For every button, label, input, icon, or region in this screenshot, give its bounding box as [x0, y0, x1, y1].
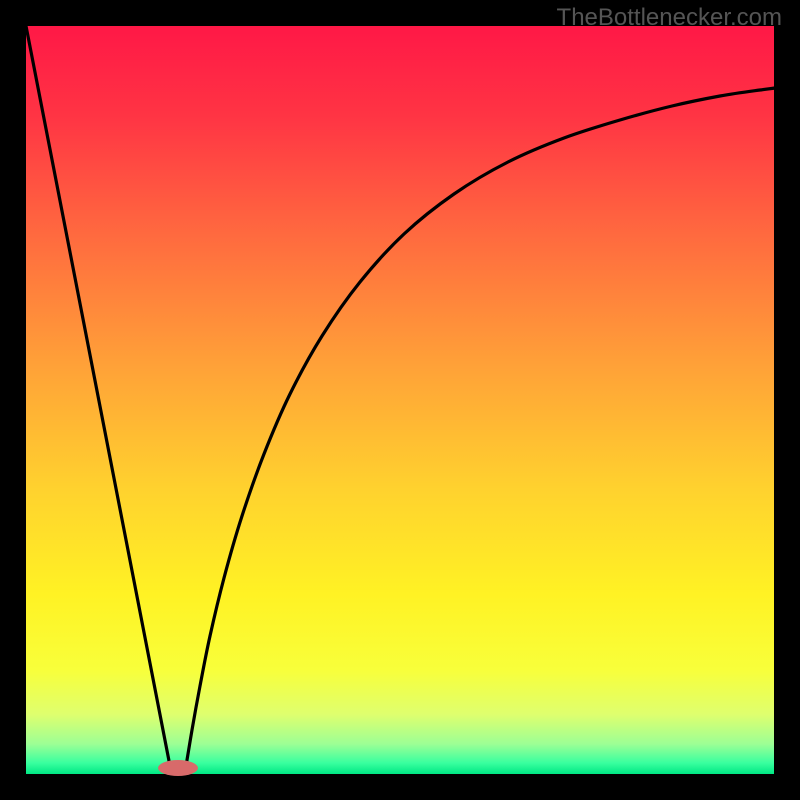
plot-background	[26, 26, 774, 774]
chart-container: { "watermark": { "text": "TheBottlenecke…	[0, 0, 800, 800]
bottleneck-curve-chart	[0, 0, 800, 800]
optimum-marker	[158, 760, 198, 776]
watermark-text: TheBottlenecker.com	[557, 4, 782, 32]
